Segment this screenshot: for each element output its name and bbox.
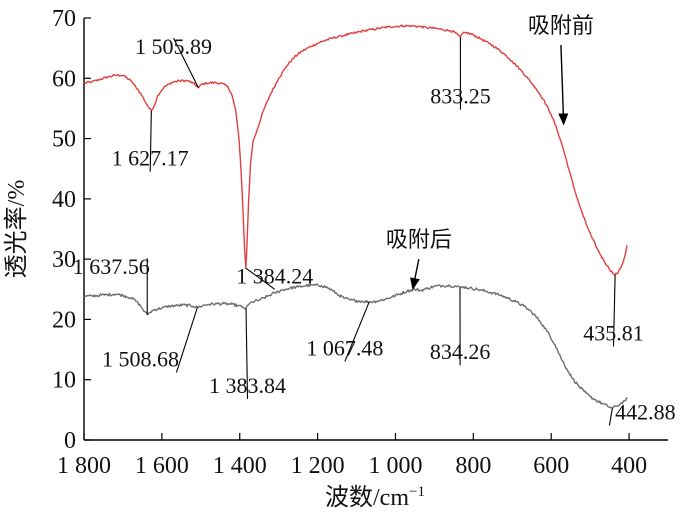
x-tick-label: 1 000 bbox=[368, 453, 422, 479]
x-tick-label: 1 200 bbox=[291, 453, 345, 479]
peak-leader-line bbox=[149, 110, 152, 172]
y-tick-label: 40 bbox=[52, 187, 76, 213]
series-layer bbox=[83, 24, 628, 409]
y-tick-label: 50 bbox=[52, 127, 76, 153]
peak-leader-line bbox=[245, 308, 249, 399]
peak-label: 1 637.56 bbox=[73, 254, 150, 279]
peak-label: 1 627.17 bbox=[112, 146, 189, 171]
peak-leader-line bbox=[245, 267, 276, 290]
tick-labels: 1 800 1 600 1 400 1 200 1 000 800 600 400 0 10 20 3… bbox=[52, 6, 647, 479]
peak-label: 435.81 bbox=[583, 321, 644, 346]
peak-label: 1 505.89 bbox=[135, 34, 212, 59]
x-tick-label: 600 bbox=[533, 453, 569, 479]
peak-label: 442.88 bbox=[615, 400, 676, 425]
x-axis-title: 波数/cm−1 bbox=[325, 484, 425, 511]
x-tick-label: 1 600 bbox=[135, 453, 189, 479]
y-axis-title: 透光率/% bbox=[3, 180, 30, 279]
x-tick-label: 800 bbox=[455, 453, 491, 479]
y-tick-label: 70 bbox=[52, 6, 76, 32]
series-line-after-adsorption bbox=[83, 283, 628, 409]
y-tick-label: 20 bbox=[52, 307, 76, 333]
peak-label: 1 508.68 bbox=[102, 346, 179, 371]
y-tick-label: 60 bbox=[52, 66, 76, 92]
x-tick-label: 1 400 bbox=[213, 453, 267, 479]
peak-leader-line bbox=[608, 407, 613, 426]
peak-label: 1 067.48 bbox=[306, 336, 383, 361]
series-label-arrow bbox=[558, 45, 569, 126]
x-tick-label: 1 800 bbox=[57, 453, 111, 479]
x-tick-label: 400 bbox=[611, 453, 647, 479]
series-line-before-adsorption bbox=[83, 24, 628, 276]
y-tick-label: 10 bbox=[52, 368, 76, 394]
peak-leader-line bbox=[344, 301, 370, 362]
x-axis-title-text: 波数/cm bbox=[325, 484, 409, 511]
series-label-arrow bbox=[410, 258, 420, 291]
peak-label: 834.26 bbox=[430, 339, 491, 364]
peak-label: 1 384.24 bbox=[236, 263, 313, 288]
axes bbox=[83, 18, 668, 441]
peak-leader-line bbox=[612, 274, 616, 347]
x-axis-title-superscript: −1 bbox=[409, 484, 425, 500]
series-label: 吸附前 bbox=[528, 13, 594, 38]
series-label: 吸附后 bbox=[386, 227, 452, 252]
peak-leader-line bbox=[175, 307, 198, 373]
y-tick-label: 0 bbox=[64, 428, 76, 454]
ticks bbox=[83, 17, 630, 441]
peak-leader-line bbox=[173, 37, 199, 89]
peak-label: 1 383.84 bbox=[209, 373, 286, 398]
y-tick-label: 30 bbox=[52, 247, 76, 273]
peak-label: 833.25 bbox=[430, 84, 491, 109]
